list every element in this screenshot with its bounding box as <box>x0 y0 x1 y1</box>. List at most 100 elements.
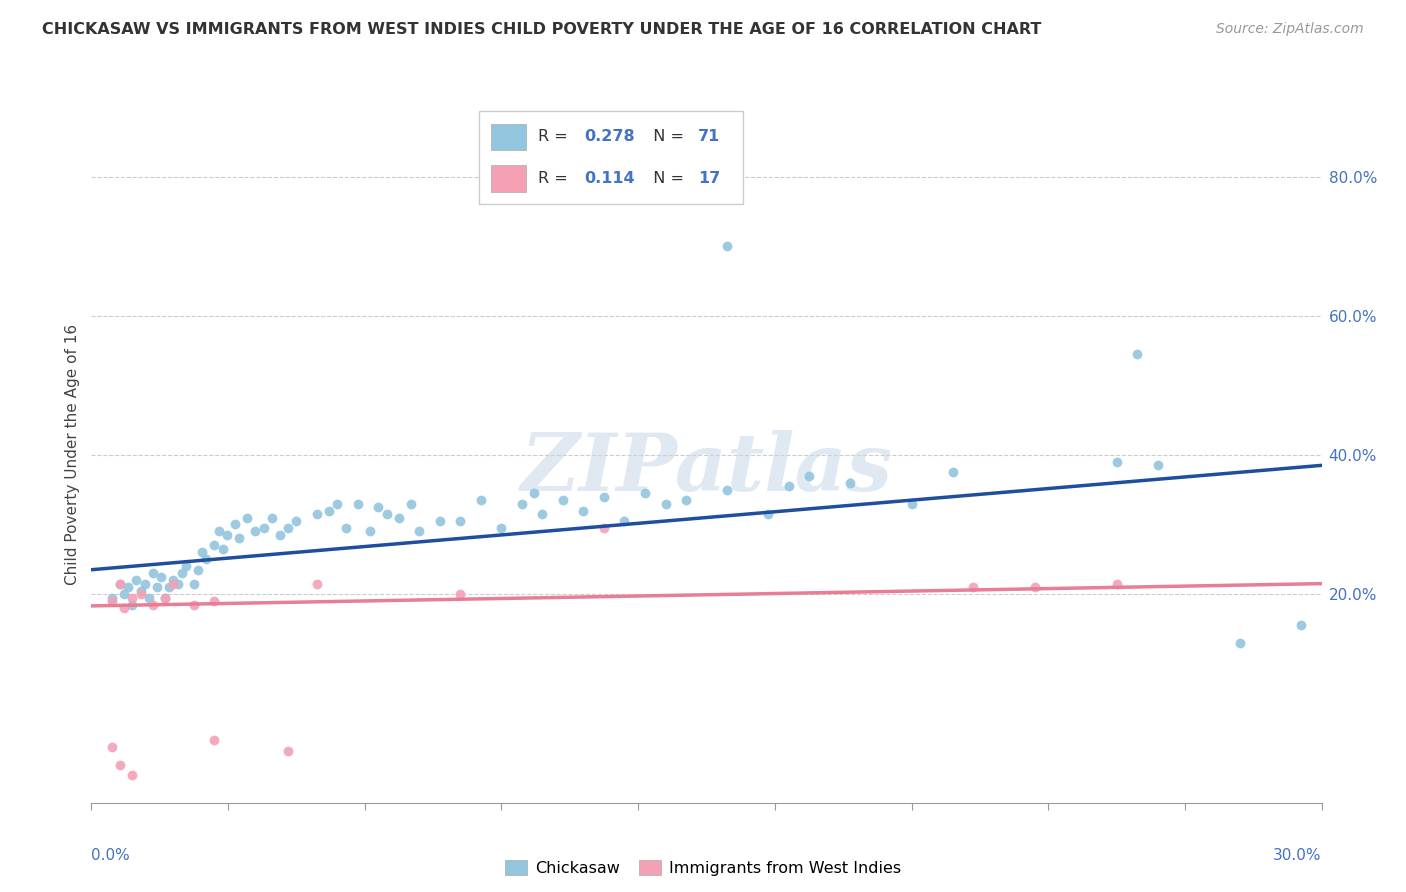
Text: ZIPatlas: ZIPatlas <box>520 430 893 508</box>
Point <box>347 497 370 511</box>
Point <box>551 493 574 508</box>
Point <box>367 500 389 514</box>
Text: CHICKASAW VS IMMIGRANTS FROM WEST INDIES CHILD POVERTY UNDER THE AGE OF 16 CORRE: CHICKASAW VS IMMIGRANTS FROM WEST INDIES… <box>42 22 1042 37</box>
FancyBboxPatch shape <box>479 111 744 204</box>
Point <box>215 528 238 542</box>
Point <box>839 475 862 490</box>
Point <box>183 576 205 591</box>
Point <box>202 594 225 608</box>
Text: 0.278: 0.278 <box>585 129 636 145</box>
Point <box>942 466 965 480</box>
Point <box>108 757 131 772</box>
Point <box>121 591 143 605</box>
Point <box>359 524 381 539</box>
FancyBboxPatch shape <box>491 166 526 192</box>
Point <box>900 497 922 511</box>
Point <box>1229 636 1251 650</box>
Point <box>121 598 143 612</box>
Point <box>613 514 636 528</box>
Point <box>523 486 546 500</box>
Point <box>170 566 193 581</box>
Point <box>138 591 160 605</box>
Point <box>429 514 451 528</box>
Text: 71: 71 <box>697 129 720 145</box>
Text: N =: N = <box>643 171 689 186</box>
Point <box>305 576 328 591</box>
Point <box>654 497 676 511</box>
Text: 0.0%: 0.0% <box>91 848 131 863</box>
Text: N =: N = <box>643 129 689 145</box>
Text: Source: ZipAtlas.com: Source: ZipAtlas.com <box>1216 22 1364 37</box>
Point <box>1024 580 1046 594</box>
Point <box>318 503 340 517</box>
Text: R =: R = <box>538 171 572 186</box>
Point <box>388 510 411 524</box>
Point <box>1105 576 1128 591</box>
Point <box>1105 455 1128 469</box>
Point <box>593 490 616 504</box>
Point <box>285 514 308 528</box>
Point <box>142 598 165 612</box>
Point <box>491 521 513 535</box>
Point <box>101 591 124 605</box>
Point <box>1289 618 1312 632</box>
Point <box>202 733 225 747</box>
Point <box>449 587 471 601</box>
Point <box>146 580 169 594</box>
Point <box>449 514 471 528</box>
Point <box>260 510 283 524</box>
Point <box>117 580 139 594</box>
Point <box>236 510 259 524</box>
Point <box>253 521 276 535</box>
Point <box>277 744 299 758</box>
Point <box>470 493 492 508</box>
Point <box>778 479 800 493</box>
Point <box>510 497 533 511</box>
Point <box>716 239 738 253</box>
Point <box>305 507 328 521</box>
Point <box>335 521 357 535</box>
Point <box>277 521 299 535</box>
Point <box>157 580 180 594</box>
Text: R =: R = <box>538 129 572 145</box>
Point <box>183 598 205 612</box>
Point <box>195 552 218 566</box>
Point <box>211 541 233 556</box>
Point <box>228 532 250 546</box>
Point <box>191 545 214 559</box>
Point <box>202 538 225 552</box>
Point <box>207 524 229 539</box>
Point <box>797 468 820 483</box>
Point <box>153 591 177 605</box>
Point <box>675 493 697 508</box>
Point <box>101 594 124 608</box>
Point <box>101 740 124 755</box>
Point <box>162 573 184 587</box>
Point <box>112 587 135 601</box>
Point <box>166 576 188 591</box>
Point <box>1146 458 1168 473</box>
Point <box>962 580 984 594</box>
Point <box>187 563 209 577</box>
Point <box>572 503 595 517</box>
Point <box>634 486 657 500</box>
Point <box>326 497 349 511</box>
Point <box>134 576 156 591</box>
Point <box>153 591 177 605</box>
Point <box>593 521 616 535</box>
Text: 30.0%: 30.0% <box>1274 848 1322 863</box>
Point <box>112 601 135 615</box>
Point <box>174 559 197 574</box>
Point <box>269 528 291 542</box>
Text: 17: 17 <box>697 171 720 186</box>
Point <box>375 507 398 521</box>
Point <box>245 524 267 539</box>
Point <box>150 570 173 584</box>
Point <box>1126 347 1149 361</box>
FancyBboxPatch shape <box>491 124 526 150</box>
Point <box>408 524 430 539</box>
Point <box>756 507 779 521</box>
Point <box>224 517 246 532</box>
Point <box>399 497 422 511</box>
Legend: Chickasaw, Immigrants from West Indies: Chickasaw, Immigrants from West Indies <box>498 854 908 882</box>
